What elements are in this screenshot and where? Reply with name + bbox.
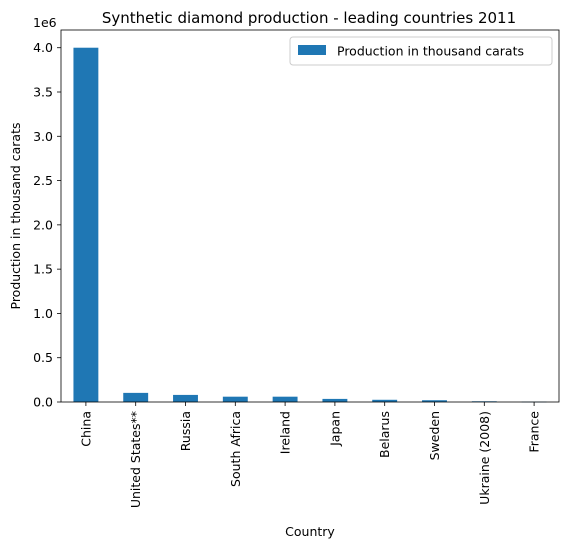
legend-box xyxy=(289,36,553,66)
x-axis-label: Country xyxy=(285,524,335,539)
bar xyxy=(422,400,447,402)
y-axis: 0.0 0.5 1.0 1.5 2.0 2.5 3.0 3.5 4.0 xyxy=(33,40,61,410)
bar xyxy=(123,392,149,402)
bar xyxy=(372,399,398,402)
y-tick-label: 4.0 xyxy=(33,40,53,55)
y-tick-label: 0.0 xyxy=(33,395,53,410)
x-tick-label: China xyxy=(78,411,93,447)
y-tick-label: 3.0 xyxy=(33,129,53,144)
y-tick-label: 1.0 xyxy=(33,306,53,321)
plot-frame xyxy=(60,29,560,403)
x-tick-label: Ukraine (2008) xyxy=(477,411,492,505)
y-tick-label: 2.5 xyxy=(33,173,53,188)
y-tick-label: 0.5 xyxy=(33,350,53,365)
x-tick-label: Sweden xyxy=(427,411,442,460)
legend-label: Production in thousand carats xyxy=(337,44,524,59)
x-tick-label: United States** xyxy=(128,411,143,508)
bar xyxy=(322,398,348,402)
legend: Production in thousand carats xyxy=(289,36,553,66)
x-tick-label: France xyxy=(527,411,542,453)
y-tick-label: 1.5 xyxy=(33,262,53,277)
bar xyxy=(272,396,298,402)
y-axis-label: Production in thousand carats xyxy=(8,123,23,310)
x-axis: China United States** Russia South Africa Ir… xyxy=(78,402,542,508)
x-tick-label: Russia xyxy=(178,411,193,451)
y-tick-label: 2.0 xyxy=(33,217,53,232)
legend-swatch xyxy=(298,45,326,55)
x-tick-label: South Africa xyxy=(228,411,243,487)
bar xyxy=(222,396,248,402)
bar xyxy=(73,47,99,402)
x-tick-label: Belarus xyxy=(377,411,392,458)
bar xyxy=(173,394,198,402)
y-tick-label: 3.5 xyxy=(33,85,53,100)
bars-group xyxy=(73,47,547,403)
x-tick-label: Ireland xyxy=(278,411,293,454)
chart-title: Synthetic diamond production - leading c… xyxy=(102,9,516,27)
y-axis-scale-label: 1e6 xyxy=(33,15,57,30)
x-tick-label: Japan xyxy=(327,411,342,447)
